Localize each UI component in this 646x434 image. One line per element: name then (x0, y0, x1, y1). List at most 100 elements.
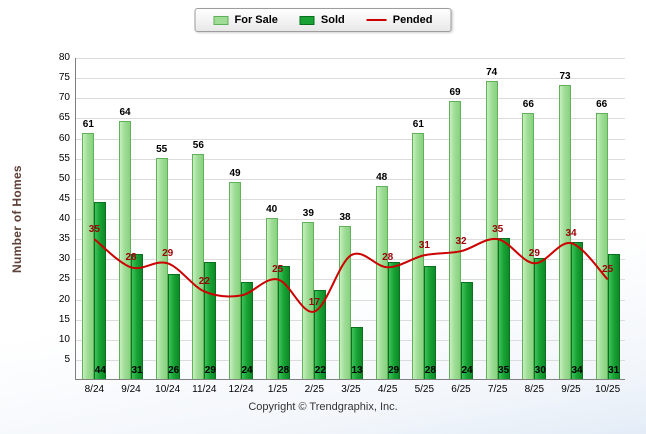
for-sale-bar (119, 121, 131, 379)
sold-bar (607, 254, 620, 379)
pended-value-label: 32 (455, 236, 467, 248)
for-sale-value-label: 40 (266, 204, 278, 215)
y-tick-label: 20 (58, 293, 70, 305)
sold-value-label: 24 (461, 365, 473, 376)
x-tick-label: 7/25 (487, 384, 508, 395)
sold-bar (424, 266, 437, 379)
gridline (76, 198, 625, 200)
plot-area: 5 10 15 20 25 30 35 40 45 50 55 60 65 70 75 80 61 44 8/24 3… (59, 52, 625, 395)
sold-bar (571, 242, 583, 379)
for-sale-value-label: 69 (449, 87, 461, 99)
for-sale-bar (522, 113, 535, 379)
for-sale-value-label: 49 (229, 167, 241, 179)
for-sale-value-label: 74 (486, 67, 498, 79)
y-tick-label: 80 (58, 52, 70, 63)
for-sale-bar (82, 133, 95, 379)
x-tick-label: 11/24 (192, 384, 217, 395)
sold-bar (534, 258, 547, 379)
gridline (76, 78, 625, 80)
x-tick-label: 1/25 (267, 384, 288, 395)
y-tick-label: 65 (58, 112, 70, 124)
sold-value-label: 31 (608, 365, 620, 376)
y-tick-label: 45 (58, 192, 70, 204)
pended-value-label: 29 (528, 248, 540, 260)
x-tick-label: 9/25 (561, 384, 581, 395)
x-tick-label: 12/24 (228, 384, 254, 395)
pended-value-label: 35 (88, 224, 100, 236)
gridline (76, 98, 625, 100)
copyright: Copyright © Trendgraphix, Inc. (248, 401, 398, 413)
for-sale-value-label: 38 (339, 212, 351, 224)
pended-value-label: 31 (418, 240, 430, 252)
legend-label-for-sale: For Sale (234, 14, 278, 26)
sold-swatch-icon (299, 15, 315, 25)
y-tick-label: 55 (58, 152, 70, 164)
x-tick-label: 4/25 (377, 384, 398, 395)
pended-value-label: 17 (308, 296, 320, 308)
x-tick-label: 9/24 (121, 384, 141, 395)
sold-value-label: 44 (94, 365, 106, 376)
y-tick-label: 10 (58, 333, 70, 345)
for-sale-value-label: 64 (119, 107, 131, 119)
legend-item-pended: Pended (366, 14, 433, 26)
y-tick-label: 35 (58, 233, 70, 245)
x-tick-label: 2/25 (304, 384, 325, 395)
sold-bar (387, 262, 400, 379)
sold-bar (131, 254, 143, 379)
for-sale-bar (412, 133, 425, 379)
for-sale-value-label: 39 (302, 208, 314, 220)
for-sale-value-label: 56 (192, 139, 204, 151)
y-tick-label: 40 (58, 213, 70, 224)
gridline (76, 118, 625, 120)
sold-value-label: 28 (278, 365, 290, 376)
sold-value-label: 28 (424, 365, 436, 376)
y-axis-title: Number of Homes (10, 165, 24, 273)
for-sale-bar (339, 226, 351, 379)
for-sale-bar (375, 185, 388, 379)
for-sale-bar (192, 153, 205, 379)
for-sale-value-label: 61 (82, 119, 94, 131)
x-tick-label: 8/25 (524, 384, 545, 395)
y-tick-label: 5 (64, 353, 70, 365)
legend-item-sold: Sold (299, 14, 345, 26)
sold-bar (351, 326, 363, 379)
gridline (76, 219, 625, 220)
y-tick-label: 25 (58, 273, 70, 285)
sold-value-label: 31 (131, 365, 143, 376)
for-sale-bar (595, 113, 608, 379)
y-tick-label: 70 (58, 92, 70, 104)
for-sale-bar (265, 218, 278, 379)
for-sale-value-label: 48 (376, 171, 388, 183)
for-sale-value-label: 66 (596, 99, 608, 111)
y-tick-label: 60 (58, 132, 70, 144)
sold-bar (277, 266, 290, 379)
sold-value-label: 26 (168, 365, 180, 376)
sold-value-label: 35 (498, 365, 510, 376)
y-tick-label: 75 (58, 72, 70, 84)
sold-value-label: 30 (534, 365, 546, 376)
sold-value-label: 29 (388, 365, 400, 376)
gridline (76, 158, 625, 160)
legend: For Sale Sold Pended (194, 8, 452, 32)
for-sale-swatch-icon (213, 15, 229, 25)
pended-value-label: 25 (272, 264, 284, 276)
for-sale-bar (229, 181, 241, 379)
sold-value-label: 24 (241, 365, 253, 376)
x-tick-label: 5/25 (414, 384, 435, 395)
gridline (76, 58, 625, 59)
for-sale-value-label: 66 (522, 99, 534, 111)
pended-value-label: 35 (492, 224, 504, 236)
sold-value-label: 13 (351, 365, 363, 376)
for-sale-value-label: 61 (412, 119, 424, 131)
legend-label-pended: Pended (392, 14, 433, 26)
for-sale-value-label: 55 (156, 143, 168, 155)
gridline (76, 178, 625, 180)
x-tick-label: 8/24 (84, 384, 105, 395)
pended-value-label: 34 (565, 228, 577, 240)
y-tick-label: 30 (58, 253, 70, 265)
pended-value-label: 22 (198, 276, 210, 288)
x-tick-label: 10/24 (155, 384, 181, 395)
x-tick-label: 6/25 (451, 384, 471, 395)
for-sale-value-label: 73 (559, 71, 571, 83)
